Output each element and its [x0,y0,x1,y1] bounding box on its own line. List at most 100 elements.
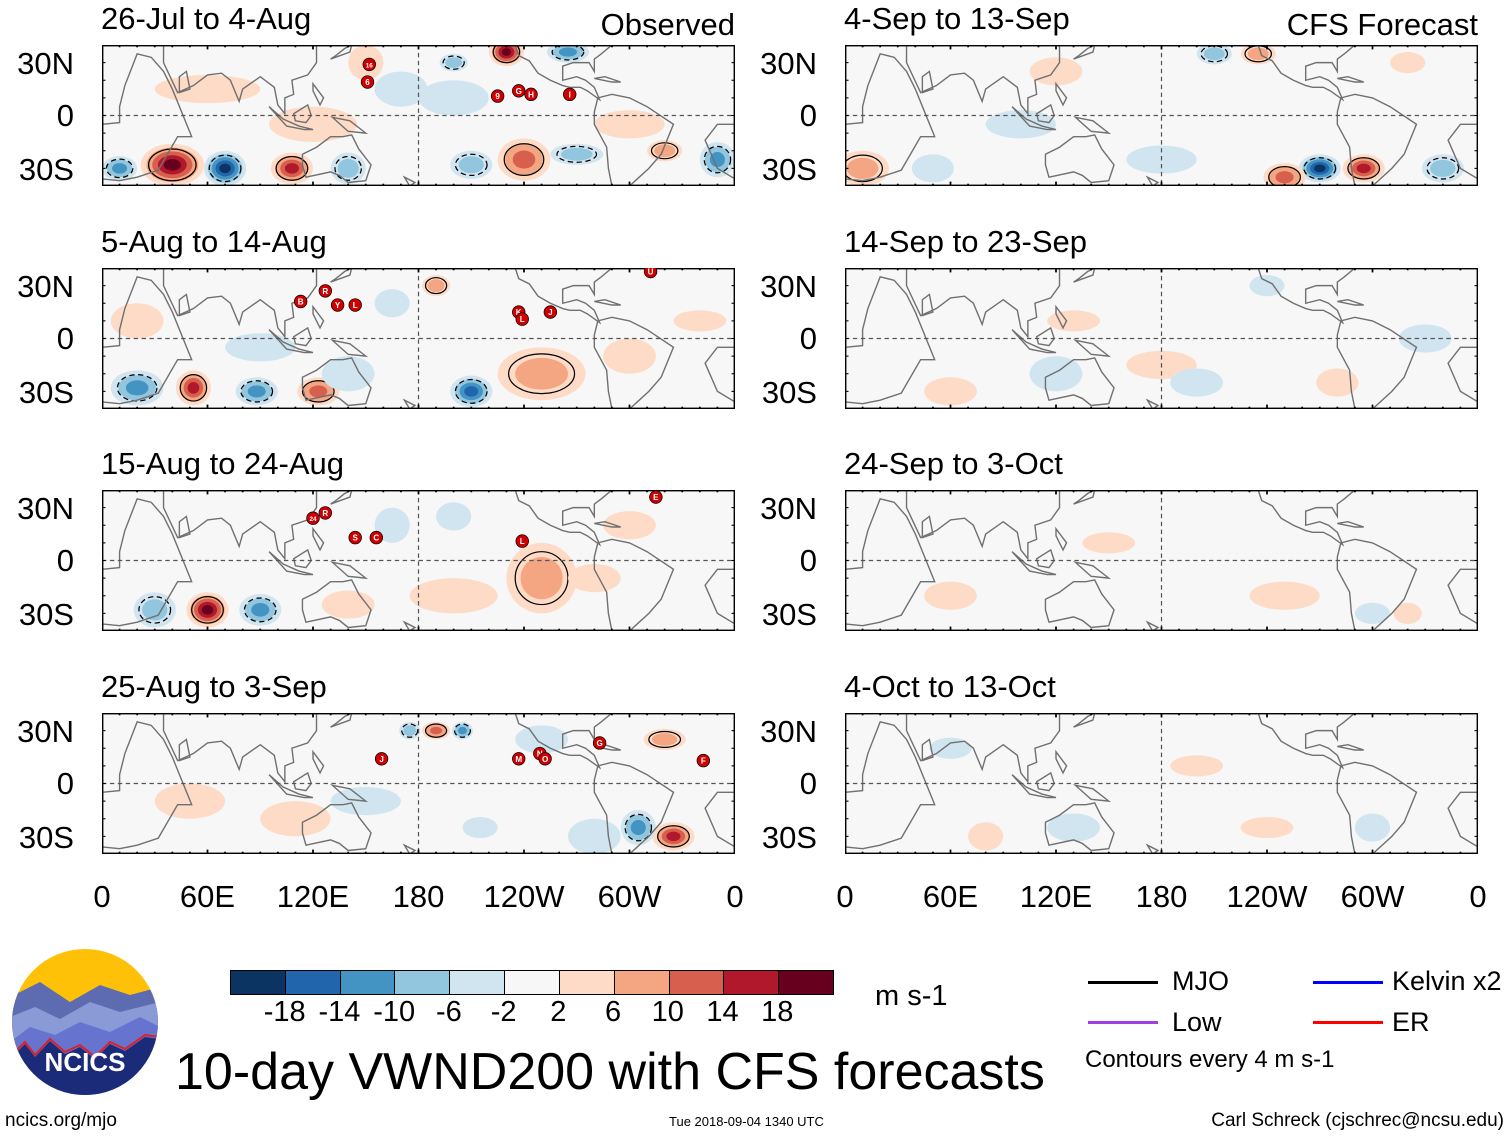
colorbar-swatch [285,971,341,994]
anomaly-shading [418,80,489,116]
mjo-contour [147,148,197,182]
tropical-cyclone-marker: L [515,312,529,326]
legend-kelvin-label: Kelvin x2 [1392,966,1502,996]
anomaly-shading [462,816,498,839]
coastline [514,268,613,325]
anomaly-shading [652,733,678,746]
anomaly-shading [673,310,727,332]
tropical-cyclone-marker: I [563,87,577,102]
colorbar-swatch [779,971,833,994]
coastline [1072,561,1112,580]
coastline [402,620,417,631]
coastline [593,316,675,409]
map-svg [845,713,1478,854]
coastline [1011,774,1057,799]
storm-label: L [520,315,525,324]
mjo-contour [424,277,448,295]
anomaly-shading [337,158,359,178]
coastline [102,497,193,627]
x-tick-label: 0 [93,879,111,914]
coastline [162,268,318,339]
colorbar-label: 2 [550,996,567,1028]
mjo-contour [556,145,598,163]
coastline [1447,346,1478,403]
anomaly-shading [251,603,270,617]
coastline [292,326,313,347]
anomaly-shading [603,511,656,540]
colorbar [230,970,834,995]
colorbar-swatch [724,971,780,994]
y-tick-label: 30N [17,491,74,526]
coastline [1337,76,1364,83]
anomaly-shading [1047,310,1100,332]
anomaly-shading [846,157,879,179]
map-panel: 24 R S C L E [102,490,735,631]
colorbar-swatch [395,971,451,994]
coastline [921,70,934,94]
coastline [1447,791,1478,848]
anomaly-shading [1203,47,1225,61]
anomaly-shading [321,356,375,392]
coastline [162,490,318,561]
anomaly-shading [594,110,665,139]
storm-icon [318,284,332,298]
coastline [1145,175,1160,186]
anomaly-shading [445,57,463,68]
storm-label: 24 [309,516,317,523]
coastline [905,490,1061,561]
colorbar-swatch [231,971,286,994]
forecast-label: CFS Forecast [1286,7,1478,42]
tropical-cyclone-marker: 6 [360,75,375,89]
anomaly-shading [187,381,200,394]
anomaly-shading [284,163,299,174]
anomaly-shading [201,605,214,615]
storm-icon [374,752,389,766]
storm-icon [524,87,538,102]
coastline [514,713,613,770]
y-tick-label: 0 [56,543,74,578]
tropical-cyclone-marker: O [538,752,552,766]
coastline [1336,538,1418,631]
y-tick-label: 30S [18,152,74,187]
coastline [329,339,369,358]
x-tick-label: 120E [1019,879,1093,914]
map-panel [845,268,1478,409]
storm-icon [515,534,529,548]
coastline [102,52,193,182]
anomaly-shading [436,502,472,531]
anomaly-shading [520,556,563,600]
coastline [1336,761,1418,854]
x-tick-label: 60W [1340,879,1405,914]
site-link[interactable]: ncics.org/mjo [5,1110,117,1131]
map-panel [845,713,1478,854]
coastline [102,720,193,850]
coastline [402,398,417,409]
mjo-contour [551,45,585,61]
tropical-cyclone-marker: R [318,284,332,298]
anomaly-shading [309,385,328,398]
coastline [402,843,417,854]
anomaly-shading [374,507,410,543]
map-svg [845,45,1478,186]
mjo-contour [503,143,545,177]
storm-label: B [298,297,304,306]
y-tick-label: 30N [17,269,74,304]
mjo-contour [138,596,172,624]
panel-title: 24-Sep to 3-Oct [844,446,1063,481]
colorbar-swatch [559,971,615,994]
coastline [845,52,936,182]
mjo-contour [624,813,653,842]
x-tick-label: 180 [392,879,445,914]
coastline [704,791,735,848]
storm-icon [515,312,529,326]
y-tick-label: 30N [760,491,817,526]
mjo-contour [240,380,274,403]
coastline [1145,398,1160,409]
coastline [1044,579,1115,629]
y-tick-label: 30N [760,46,817,81]
anomaly-shading [630,820,646,836]
x-tick-label: 120E [276,879,350,914]
coastline [329,116,369,135]
coastline [1055,304,1068,330]
